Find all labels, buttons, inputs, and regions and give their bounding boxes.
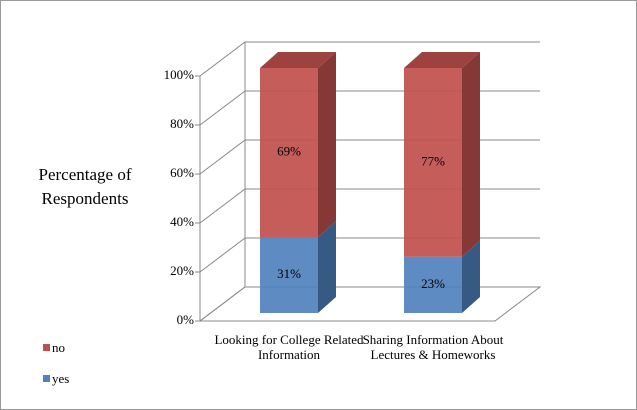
bar [404,68,462,257]
bar-side [318,52,336,238]
grid-line [199,41,540,77]
legend-label: yes [52,371,69,386]
legend-swatch [43,375,50,382]
x-tick-label: Sharing Information About Lectures & Hom… [362,332,504,362]
data-label: 23% [421,276,445,291]
bar [260,237,318,313]
x-tick-label: Looking for College Related Information [214,332,364,362]
legend-swatch [43,344,50,351]
legend-label: no [52,340,65,355]
y-tick-label: 80% [170,116,194,131]
data-label: 31% [277,266,301,281]
bar-side [462,52,480,257]
bar [260,68,318,238]
bar-side [318,221,336,313]
bar-side [462,240,480,313]
y-tick-label: 0% [177,312,195,327]
y-axis-title: Percentage of Respondents [38,165,132,208]
data-label: 69% [277,144,301,159]
y-tick-label: 40% [170,214,194,229]
y-tick-label: 100% [164,67,195,82]
bar-top [260,52,336,68]
data-label: 77% [421,153,445,168]
y-tick-label: 20% [170,263,194,278]
bar [404,256,462,313]
bar-top [404,52,480,68]
y-tick-label: 60% [170,165,194,180]
